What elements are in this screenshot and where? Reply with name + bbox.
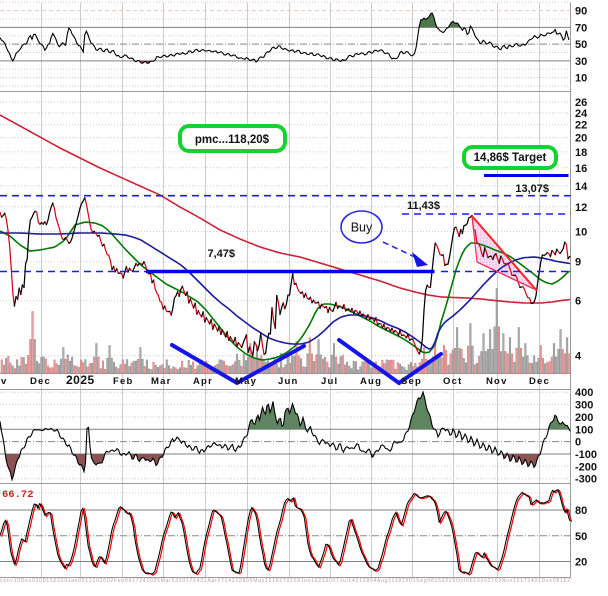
svg-text:12: 12 [575,202,587,214]
svg-text:-100: -100 [575,449,597,461]
svg-text:14,86$ Target: 14,86$ Target [474,152,547,164]
svg-text:2025: 2025 [66,373,95,387]
svg-text:20: 20 [575,556,587,568]
svg-text:Mar: Mar [151,376,172,387]
svg-text:66.72: 66.72 [2,489,34,501]
svg-text:Dec: Dec [529,376,550,387]
svg-text:0: 0 [575,437,581,449]
svg-text:90: 90 [575,6,587,18]
svg-text:13,07$: 13,07$ [515,183,549,195]
svg-text:Jul: Jul [321,376,338,387]
svg-text:4: 4 [575,351,582,363]
svg-text:7,47$: 7,47$ [207,248,235,260]
svg-text:50: 50 [575,531,587,543]
svg-text:Dec: Dec [30,376,51,387]
svg-text:Sep: Sep [401,376,422,387]
svg-text:Nov: Nov [486,376,508,387]
svg-text:Aug: Aug [360,376,382,387]
svg-text:50: 50 [575,39,587,51]
svg-text:100: 100 [575,424,593,436]
svg-text:70: 70 [575,22,587,34]
svg-text:Buy: Buy [351,221,373,235]
svg-text:10: 10 [575,227,587,239]
svg-text:11,43$: 11,43$ [407,200,440,212]
svg-text:14: 14 [575,181,588,193]
svg-text:pmc...118,20$: pmc...118,20$ [195,134,270,146]
svg-text:Apr: Apr [193,376,213,387]
svg-text:10: 10 [575,73,587,85]
svg-text:6: 6 [575,296,581,308]
svg-text:18: 18 [575,147,587,159]
svg-text:30: 30 [575,56,587,68]
svg-text:200: 200 [575,412,593,424]
svg-text:ov: ov [0,376,8,387]
svg-text:Oct: Oct [443,376,462,387]
svg-text:22: 22 [575,120,587,132]
svg-text:20: 20 [575,133,587,145]
svg-text:16: 16 [575,163,587,175]
svg-text:80: 80 [575,505,587,517]
svg-text:24: 24 [575,108,588,120]
svg-text:conv15Dec0108152229Jan05122026: conv15Dec0108152229Jan0512202602Feb09172… [0,578,570,584]
svg-text:Feb: Feb [113,376,134,387]
svg-text:-300: -300 [575,474,597,486]
svg-text:Jun: Jun [278,376,299,387]
svg-text:-200: -200 [575,461,597,473]
svg-text:300: 300 [575,400,593,412]
svg-text:9: 9 [575,257,581,269]
svg-text:400: 400 [575,387,593,399]
svg-text:May: May [235,376,257,387]
